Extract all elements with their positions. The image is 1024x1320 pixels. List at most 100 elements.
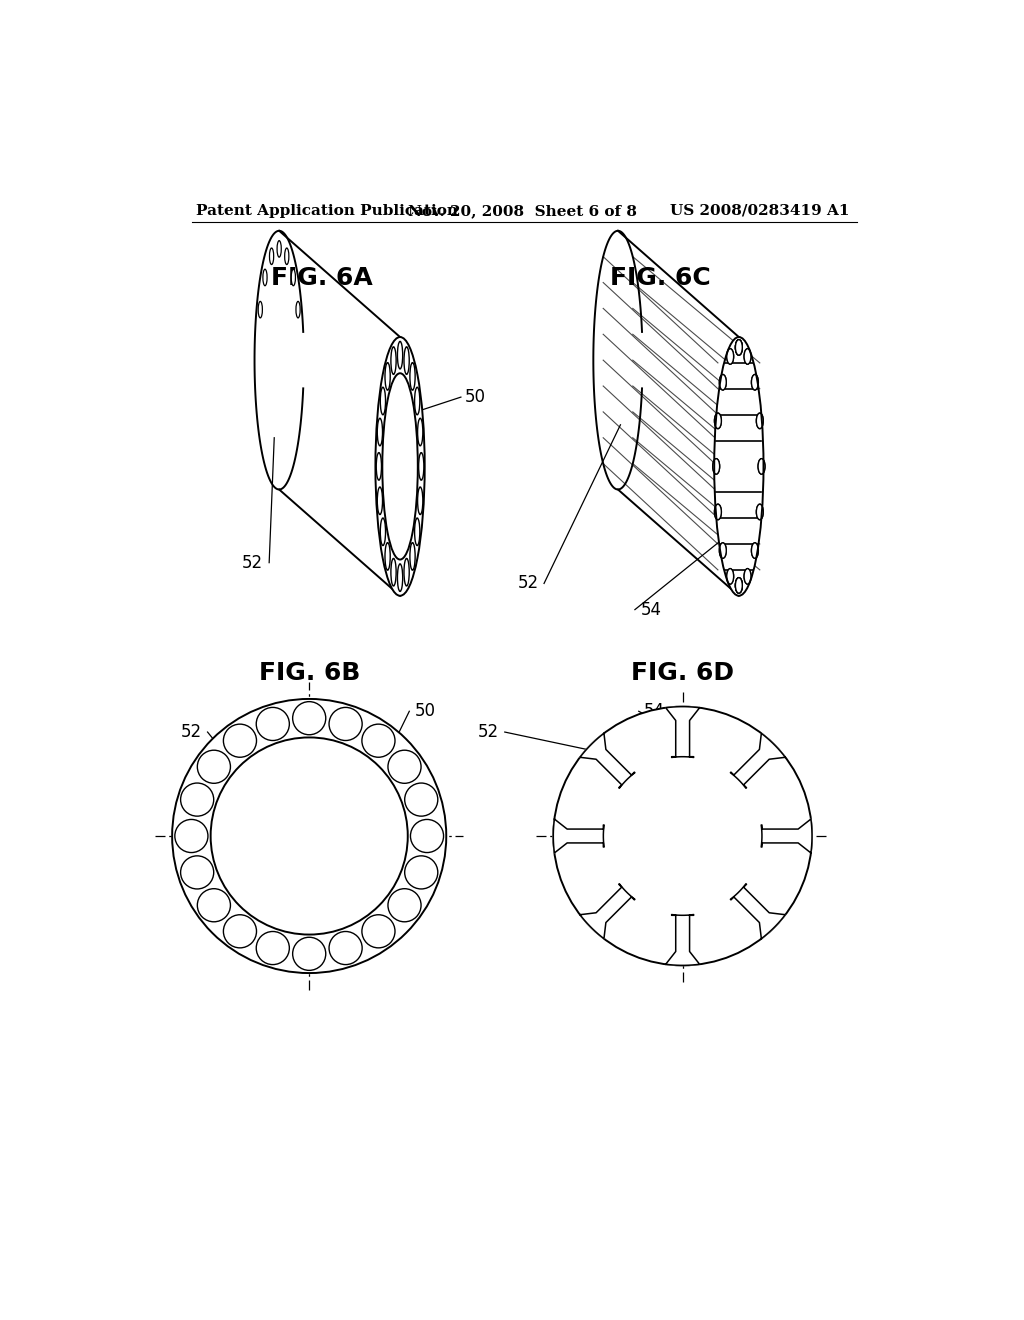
Polygon shape (580, 734, 635, 788)
Ellipse shape (380, 517, 386, 545)
Circle shape (198, 888, 230, 921)
Circle shape (172, 700, 446, 973)
Ellipse shape (404, 347, 410, 375)
Circle shape (404, 855, 438, 888)
Text: 50: 50 (465, 388, 485, 407)
Ellipse shape (404, 558, 410, 586)
Ellipse shape (418, 487, 423, 515)
Polygon shape (730, 734, 785, 788)
Ellipse shape (715, 413, 721, 429)
Polygon shape (730, 884, 785, 939)
Circle shape (404, 783, 438, 816)
Ellipse shape (715, 504, 721, 520)
Polygon shape (580, 884, 635, 939)
Ellipse shape (744, 569, 751, 585)
Circle shape (198, 750, 230, 783)
Ellipse shape (715, 413, 721, 429)
Circle shape (361, 725, 395, 758)
Circle shape (223, 915, 256, 948)
Ellipse shape (720, 543, 726, 558)
Circle shape (256, 708, 290, 741)
Ellipse shape (269, 248, 273, 264)
Ellipse shape (735, 339, 742, 355)
Ellipse shape (727, 569, 733, 585)
Ellipse shape (382, 374, 418, 560)
Ellipse shape (735, 339, 742, 355)
Ellipse shape (735, 578, 742, 593)
Ellipse shape (720, 543, 726, 558)
Ellipse shape (720, 375, 726, 389)
Ellipse shape (757, 504, 763, 520)
Ellipse shape (385, 543, 390, 570)
Ellipse shape (285, 248, 289, 264)
Ellipse shape (735, 578, 742, 593)
Circle shape (256, 932, 290, 965)
Ellipse shape (752, 543, 759, 558)
Ellipse shape (410, 543, 415, 570)
Ellipse shape (735, 578, 742, 593)
Ellipse shape (727, 348, 733, 364)
Ellipse shape (735, 578, 742, 593)
Polygon shape (761, 818, 812, 853)
Ellipse shape (757, 413, 763, 429)
Ellipse shape (377, 487, 383, 515)
Ellipse shape (713, 458, 720, 474)
Ellipse shape (714, 337, 764, 595)
Ellipse shape (419, 453, 424, 480)
Ellipse shape (410, 363, 415, 391)
Ellipse shape (752, 543, 759, 558)
Circle shape (180, 855, 214, 888)
Ellipse shape (720, 375, 726, 389)
Circle shape (361, 915, 395, 948)
Ellipse shape (376, 453, 382, 480)
Ellipse shape (758, 458, 765, 474)
Ellipse shape (713, 458, 720, 474)
Ellipse shape (376, 337, 425, 595)
Ellipse shape (418, 418, 423, 446)
Text: US 2008/0283419 A1: US 2008/0283419 A1 (670, 203, 849, 218)
Ellipse shape (278, 240, 282, 257)
Ellipse shape (735, 339, 742, 355)
Polygon shape (666, 706, 699, 758)
Ellipse shape (752, 375, 759, 389)
Ellipse shape (744, 348, 751, 364)
Text: 50: 50 (415, 702, 435, 721)
Text: Patent Application Publication: Patent Application Publication (196, 203, 458, 218)
Ellipse shape (744, 569, 751, 585)
Ellipse shape (391, 347, 396, 375)
Ellipse shape (758, 458, 765, 474)
Text: 52: 52 (477, 723, 499, 741)
Ellipse shape (415, 517, 420, 545)
Circle shape (388, 888, 421, 921)
Ellipse shape (263, 269, 267, 285)
Circle shape (223, 725, 256, 758)
Circle shape (329, 932, 362, 965)
Text: FIG. 6B: FIG. 6B (258, 661, 359, 685)
Ellipse shape (397, 342, 402, 368)
Ellipse shape (715, 504, 721, 520)
Circle shape (175, 820, 208, 853)
Ellipse shape (735, 339, 742, 355)
Polygon shape (553, 818, 604, 853)
Ellipse shape (385, 363, 390, 391)
Ellipse shape (296, 301, 300, 318)
Text: Nov. 20, 2008  Sheet 6 of 8: Nov. 20, 2008 Sheet 6 of 8 (408, 203, 637, 218)
Ellipse shape (727, 569, 733, 585)
Ellipse shape (258, 301, 262, 318)
Circle shape (211, 738, 408, 935)
Text: FIG. 6A: FIG. 6A (270, 265, 373, 290)
Circle shape (329, 708, 362, 741)
Ellipse shape (391, 558, 396, 586)
Ellipse shape (744, 348, 751, 364)
Circle shape (293, 702, 326, 735)
Circle shape (553, 706, 812, 965)
Polygon shape (666, 915, 699, 965)
Ellipse shape (291, 269, 296, 285)
Circle shape (293, 937, 326, 970)
Circle shape (388, 750, 421, 783)
Text: 52: 52 (517, 574, 539, 593)
Ellipse shape (752, 375, 759, 389)
Ellipse shape (380, 387, 386, 414)
Ellipse shape (757, 413, 763, 429)
Ellipse shape (377, 418, 383, 446)
